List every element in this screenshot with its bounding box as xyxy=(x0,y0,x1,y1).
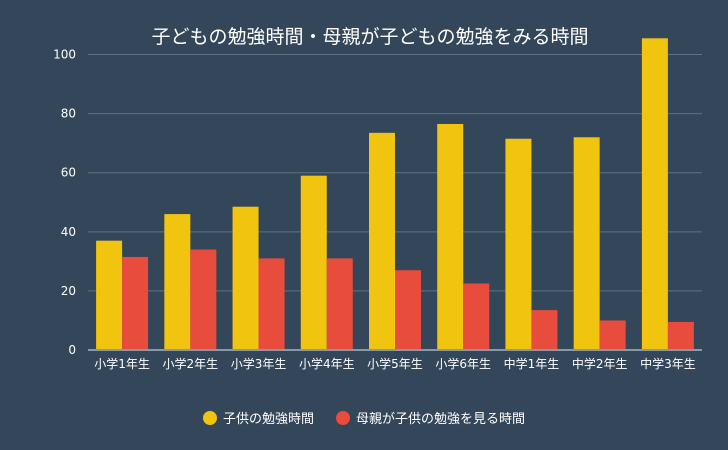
bar-child-study xyxy=(164,214,191,350)
y-tick-label: 40 xyxy=(61,225,76,239)
legend-marker xyxy=(336,411,350,425)
x-axis-ticks: 小学1年生 小学2年生 小学3年生 小学4年生 小学5年生 小学6年生 中学1年生 中学2年生… xyxy=(94,356,695,371)
y-tick-label: 80 xyxy=(61,107,76,121)
bars xyxy=(96,38,694,351)
legend: 子供の勉強時間 母親が子供の勉強を見る時間 xyxy=(203,411,525,427)
bar-child-study xyxy=(96,240,123,350)
bar-mother-study xyxy=(667,321,694,350)
x-tick-label: 小学5年生 xyxy=(367,356,423,371)
x-tick-label: 小学3年生 xyxy=(231,356,287,371)
y-tick-label: 100 xyxy=(53,48,76,62)
x-tick-label: 中学1年生 xyxy=(504,356,560,371)
bar-mother-study xyxy=(258,258,285,350)
bar-mother-study xyxy=(122,256,149,350)
bar-child-study xyxy=(437,123,464,351)
x-tick-label: 小学4年生 xyxy=(299,356,355,371)
bar-mother-study xyxy=(395,270,421,350)
y-tick-label: 0 xyxy=(68,343,76,357)
legend-label: 子供の勉強時間 xyxy=(223,412,314,427)
y-tick-label: 60 xyxy=(61,166,76,180)
bar-child-study xyxy=(505,138,532,350)
bar-mother-study xyxy=(190,249,217,350)
bar-mother-study xyxy=(599,320,626,350)
x-tick-label: 小学2年生 xyxy=(163,356,219,371)
legend-marker xyxy=(203,411,217,425)
bar-mother-study xyxy=(531,310,558,350)
x-tick-label: 中学2年生 xyxy=(572,356,628,371)
legend-label: 母親が子供の勉強を見る時間 xyxy=(356,412,525,427)
chart-title: 子どもの勉強時間・母親が子どもの勉強をみる時間 xyxy=(151,26,588,48)
y-axis-ticks: 0 20 40 60 80 100 xyxy=(53,48,76,357)
y-tick-label: 20 xyxy=(61,284,76,298)
bar-child-study xyxy=(369,132,395,350)
x-tick-label: 小学1年生 xyxy=(94,356,150,371)
bar-child-study xyxy=(573,137,600,350)
bar-child-study xyxy=(641,38,668,350)
bar-mother-study xyxy=(326,258,353,350)
bar-child-study xyxy=(232,206,259,350)
bar-child-study xyxy=(300,175,327,350)
bar-mother-study xyxy=(463,283,490,350)
x-tick-label: 小学6年生 xyxy=(435,356,491,371)
x-tick-label: 中学3年生 xyxy=(640,356,696,371)
